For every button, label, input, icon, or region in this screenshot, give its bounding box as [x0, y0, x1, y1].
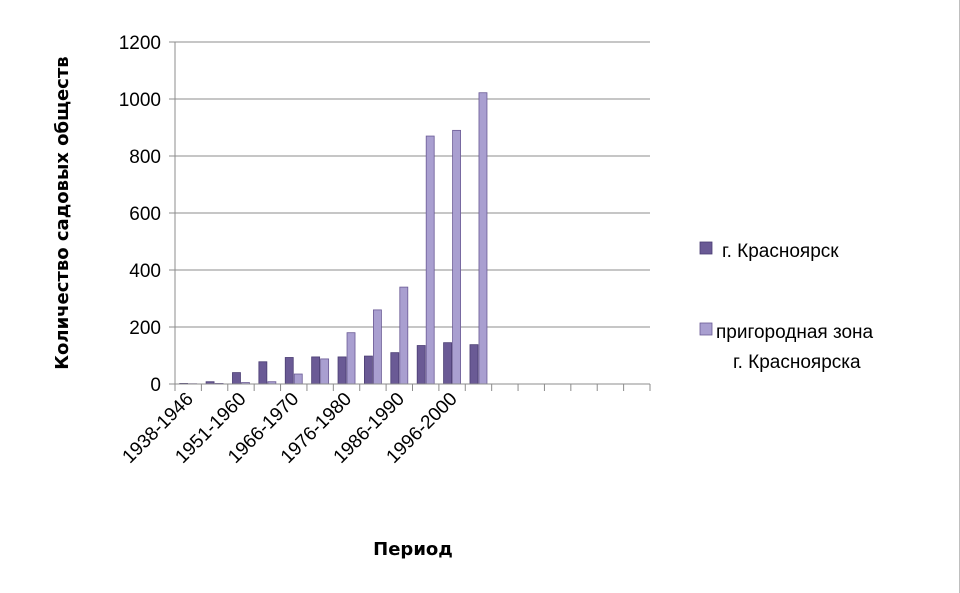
y-tick-label: 0: [150, 375, 161, 396]
bar-series-1: [416, 345, 426, 385]
legend-swatch: [699, 322, 713, 336]
y-tick-label: 600: [129, 204, 161, 225]
y-tick-label: 1200: [119, 33, 161, 54]
bar-series-2: [452, 129, 461, 385]
y-axis-title: Количество садовых обществ: [52, 56, 73, 369]
y-tick-labels: 0 200 400 600 800 1000 1200: [119, 33, 161, 396]
bar-series-1: [390, 352, 400, 385]
bar-series-1: [284, 357, 294, 385]
y-tick-label: 800: [129, 147, 161, 168]
bar-series-1: [469, 344, 479, 385]
bar-series-2: [320, 358, 330, 385]
bar-series-2: [346, 332, 356, 385]
bar-series-1: [337, 356, 347, 385]
y-tick-label: 400: [129, 261, 161, 282]
bar-series-1: [364, 355, 373, 385]
legend-label: г. Красноярска: [733, 352, 861, 373]
legend-swatch: [699, 241, 713, 255]
bars: [179, 92, 488, 385]
legend: г. Красноярск пригородная зона г. Краснояр…: [699, 241, 874, 373]
bar-series-1: [443, 342, 452, 385]
bar-series-2: [293, 373, 303, 385]
bar-series-1: [311, 356, 321, 385]
x-axis-title: Период: [373, 539, 453, 560]
axes: [174, 42, 651, 391]
bar-series-2: [373, 309, 382, 385]
legend-label: пригородная зона: [716, 322, 874, 343]
legend-label: г. Красноярск: [722, 241, 839, 262]
y-tick-label: 200: [129, 318, 161, 339]
bar-series-1: [232, 372, 241, 385]
x-tick-labels: 1938-19461951-19601966-19701976-19801986…: [119, 389, 462, 468]
bar-series-1: [258, 361, 268, 385]
gridlines: [169, 41, 650, 385]
bar-series-2: [478, 92, 488, 385]
bar-series-2: [399, 286, 409, 385]
bar-series-2: [425, 135, 435, 385]
y-tick-label: 1000: [119, 90, 161, 111]
